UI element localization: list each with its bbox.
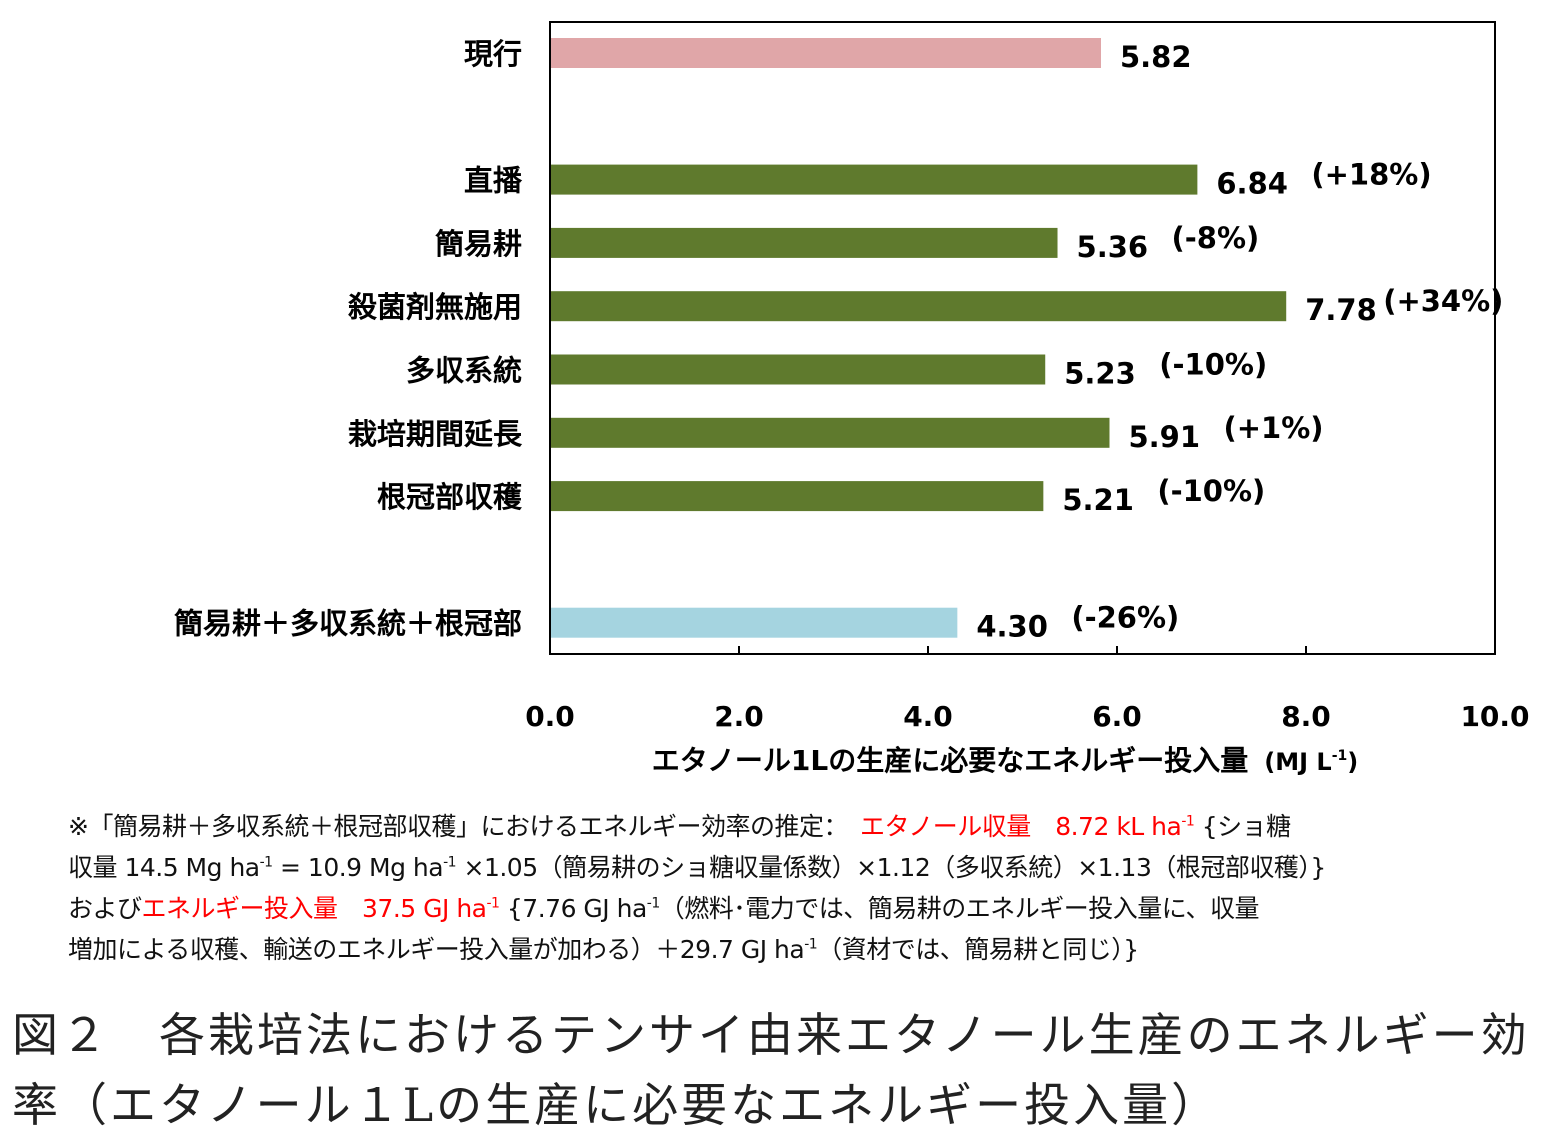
bar: [551, 354, 1046, 385]
footnote-line: 収量 14.5 Mg ha-1 = 10.9 Mg ha-1 ×1.05（簡易耕…: [68, 847, 1528, 888]
superscript: -1: [443, 854, 457, 871]
footnote-text: {7.76 GJ ha: [499, 894, 647, 923]
x-tick-label: 2.0: [714, 700, 764, 733]
bar-chart: 現行 5.82 直播 6.84 (+18%) 簡易耕 5.36 (-8%) 殺菌剤無施用 7.78…: [174, 21, 1530, 777]
category-label: 多収系統: [406, 354, 522, 388]
x-tick-label: 4.0: [903, 700, 953, 733]
change-label: (-10%): [1159, 348, 1267, 382]
footnote-text: エネルギー投入量 37.5 GJ ha: [141, 894, 487, 923]
value-label: 4.30: [976, 610, 1048, 644]
figure-caption: 図２ 各栽培法におけるテンサイ由来エタノール生産のエネルギー効率（エタノール１L…: [12, 1008, 1530, 1132]
category-label: 栽培期間延長: [348, 417, 523, 451]
footnote-text: {ショ糖: [1194, 812, 1291, 841]
value-label: 5.23: [1064, 357, 1136, 391]
superscript: -1: [646, 895, 660, 912]
bar: [551, 227, 1058, 258]
x-tick-label: 6.0: [1092, 700, 1142, 733]
category-label: 簡易耕＋多収系統＋根冠部: [174, 607, 522, 641]
x-axis-label: エタノール1Lの生産に必要なエネルギー投入量 (MJ L-1): [652, 744, 1358, 777]
superscript: -1: [259, 854, 273, 871]
value-label: 5.36: [1077, 230, 1149, 264]
bar: [551, 291, 1287, 322]
value-label: 5.82: [1120, 40, 1192, 74]
superscript: -1: [1181, 813, 1195, 830]
plot-frame: [549, 21, 1496, 655]
footnote-text: および: [68, 894, 142, 923]
footnote-text: （資材では、簡易耕と同じ）}: [817, 935, 1139, 964]
footnote-line: ※「簡易耕＋多収系統＋根冠部収穫」におけるエネルギー効率の推定： エタノール収量…: [68, 806, 1528, 847]
change-label: (+18%): [1311, 158, 1431, 192]
bar: [551, 481, 1044, 512]
change-label: (+1%): [1223, 411, 1323, 445]
category-label: 簡易耕: [435, 227, 522, 261]
superscript: -1: [486, 895, 500, 912]
change-label: (-10%): [1157, 474, 1265, 508]
change-label: (-8%): [1172, 221, 1260, 255]
category-label: 現行: [464, 37, 522, 71]
category-label: 直播: [464, 164, 523, 198]
category-label: 根冠部収穫: [377, 480, 522, 514]
bar: [551, 607, 958, 638]
footnote-text: 増加による収穫、輸送のエネルギー投入量が加わる）＋29.7 GJ ha: [68, 935, 805, 964]
bar: [551, 164, 1198, 195]
footnote-text: （燃料･電力では、簡易耕のエネルギー投入量に、収量: [659, 894, 1260, 923]
bar: [551, 417, 1110, 448]
footnote: ※「簡易耕＋多収系統＋根冠部収穫」におけるエネルギー効率の推定： エタノール収量…: [68, 806, 1528, 970]
footnote-text: ×1.05（簡易耕のショ糖収量係数）×1.12（多収系統）×1.13（根冠部収穫…: [456, 853, 1327, 882]
value-label: 5.21: [1062, 483, 1134, 517]
footnote-text: ※「簡易耕＋多収系統＋根冠部収穫」におけるエネルギー効率の推定：: [68, 812, 860, 841]
bar: [551, 38, 1101, 68]
x-tick-label: 8.0: [1281, 700, 1331, 733]
value-label: 6.84: [1216, 167, 1288, 201]
change-label: (-26%): [1071, 601, 1179, 635]
footnote-line: 増加による収穫、輸送のエネルギー投入量が加わる）＋29.7 GJ ha-1（資材…: [68, 929, 1528, 970]
value-label: 7.78: [1305, 293, 1377, 327]
footnote-line: およびエネルギー投入量 37.5 GJ ha-1 {7.76 GJ ha-1（燃…: [68, 888, 1528, 929]
footnote-text: 収量 14.5 Mg ha: [68, 853, 260, 882]
x-tick-label: 0.0: [525, 700, 575, 733]
change-label: (+34%): [1383, 284, 1503, 318]
x-tick-label: 10.0: [1460, 700, 1529, 733]
superscript: -1: [804, 936, 818, 953]
footnote-text: = 10.9 Mg ha: [272, 853, 444, 882]
footnote-text: エタノール収量 8.72 kL ha: [859, 812, 1182, 841]
category-label: 殺菌剤無施用: [348, 290, 522, 324]
value-label: 5.91: [1128, 420, 1200, 454]
